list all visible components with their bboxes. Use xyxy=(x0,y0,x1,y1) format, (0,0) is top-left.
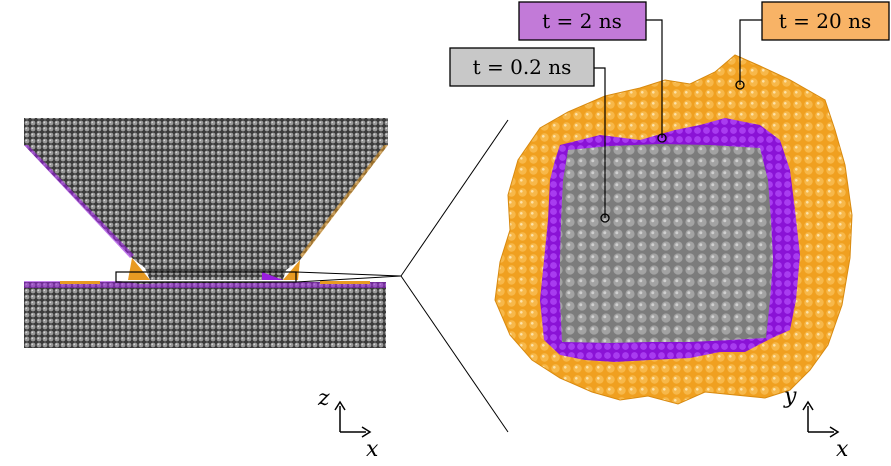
label-t20-text: t = 20 ns xyxy=(779,9,871,33)
region-t02 xyxy=(560,144,773,343)
tip-contact-right-purple xyxy=(262,272,283,280)
label-t2-text: t = 2 ns xyxy=(542,9,622,33)
axes-indicator-left: z x xyxy=(317,386,379,462)
zoom-fan-bottom xyxy=(400,275,509,433)
marker-t02 xyxy=(600,213,610,223)
axes-indicator-right: y x xyxy=(783,384,849,462)
axis-label-x-left: x xyxy=(366,437,379,462)
zoom-window xyxy=(115,271,297,283)
label-t2: t = 2 ns xyxy=(518,1,647,41)
label-t02-text: t = 0.2 ns xyxy=(473,55,572,79)
pointer-t20 xyxy=(739,19,762,85)
zoom-connector-top xyxy=(295,271,402,277)
label-t20: t = 20 ns xyxy=(761,1,890,41)
zoom-connector-bottom xyxy=(295,275,402,283)
pointer-t2 xyxy=(646,19,663,138)
right-panel: t = 0.2 ns t = 2 ns t = 20 ns y x xyxy=(449,1,890,462)
marker-t20 xyxy=(735,80,745,90)
axis-label-y: y xyxy=(783,384,797,409)
axis-label-z: z xyxy=(317,386,330,411)
marker-t2 xyxy=(657,133,667,143)
substrate-surface-orange xyxy=(60,281,370,284)
substrate-surface-layer xyxy=(24,281,386,288)
tip-edge-left-purple xyxy=(24,145,134,258)
axis-label-x-right: x xyxy=(836,437,849,462)
zoom-fan-top xyxy=(400,119,509,277)
left-panel: z x xyxy=(24,118,509,462)
pointer-t02 xyxy=(594,67,606,218)
substrate-slab xyxy=(24,282,386,348)
tip-edge-right-orange xyxy=(300,145,388,258)
label-t02: t = 0.2 ns xyxy=(449,47,595,87)
tip-contact-left-orange xyxy=(128,258,150,280)
